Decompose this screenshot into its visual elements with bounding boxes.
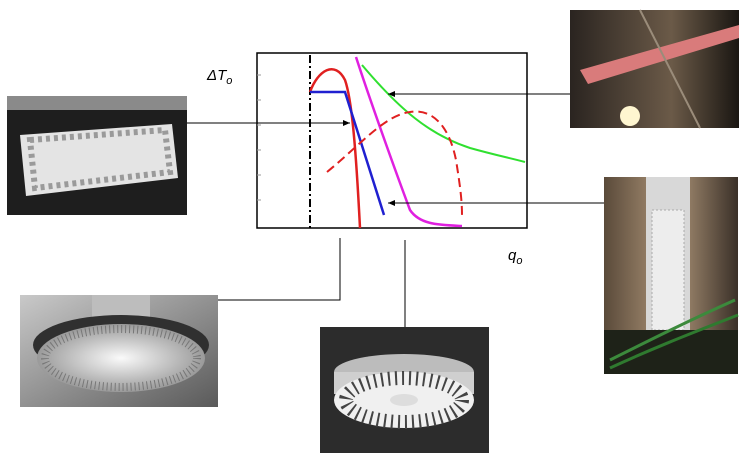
chart-frame — [256, 52, 528, 229]
axis-ticks — [257, 74, 261, 201]
curve-red-dashed — [326, 110, 463, 216]
curve-magenta — [354, 56, 463, 228]
photo-column-diffuser — [604, 177, 739, 374]
connectors — [187, 91, 604, 327]
photo-ceiling-beam — [570, 9, 739, 129]
photo-swirl-diffuser — [320, 327, 489, 453]
photo-linear-grille — [7, 96, 187, 215]
photo-perforated-diffuser — [20, 295, 218, 407]
x-axis-label: qo — [508, 247, 522, 267]
curve-red — [308, 68, 362, 229]
y-axis-label: ΔTo — [206, 67, 232, 87]
curve-blue — [310, 90, 386, 216]
